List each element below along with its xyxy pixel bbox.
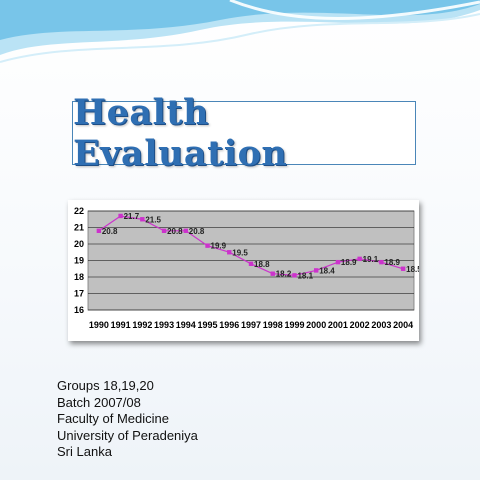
data-label: 18.9: [384, 258, 400, 267]
data-label: 19.9: [211, 242, 227, 251]
data-point: [292, 273, 297, 278]
y-tick-label: 18: [74, 272, 84, 282]
y-tick-label: 19: [74, 256, 84, 266]
data-label: 19.1: [363, 255, 379, 264]
wave-highlight-white: [229, 0, 480, 20]
data-point: [118, 213, 123, 219]
wave-band-front: [0, 0, 480, 40]
x-tick-label: 1991: [111, 320, 131, 330]
data-label: 18.8: [254, 260, 270, 269]
data-point: [270, 271, 275, 276]
data-label: 20.8: [167, 227, 183, 236]
y-tick-label: 21: [74, 223, 84, 233]
x-tick-label: 1996: [219, 320, 239, 330]
y-tick-label: 22: [74, 206, 84, 216]
data-point: [161, 228, 167, 233]
data-label: 21.5: [145, 215, 161, 224]
data-label: 18.9: [341, 258, 357, 267]
data-point: [314, 268, 319, 273]
info-line-university: University of Peradeniya: [57, 427, 198, 443]
x-tick-label: 1994: [176, 320, 196, 330]
info-line-groups: Groups 18,19,20: [57, 378, 154, 393]
x-tick-label: 1997: [241, 320, 261, 330]
y-tick-label: 17: [74, 289, 84, 299]
slide-title: Health Evaluation: [73, 92, 288, 174]
info-line-country: Sri Lanka: [57, 444, 112, 459]
data-label: 21.7: [124, 212, 140, 221]
data-point: [140, 217, 145, 222]
info-line-faculty: Faculty of Medicine: [57, 411, 169, 426]
wave-highlight: [0, 13, 480, 63]
info-block: Groups 18,19,20 Batch 2007/08 Faculty of…: [57, 378, 198, 461]
x-tick-label: 2002: [350, 320, 370, 330]
data-point: [335, 259, 341, 265]
x-tick-label: 2004: [393, 320, 413, 330]
data-point: [400, 266, 406, 271]
x-tick-label: 1995: [198, 320, 218, 330]
x-tick-label: 2003: [371, 320, 391, 330]
y-tick-label: 16: [74, 305, 84, 315]
title-box: Health Evaluation: [72, 92, 416, 174]
data-point: [379, 259, 384, 265]
data-point: [205, 243, 210, 248]
data-point: [248, 261, 254, 266]
data-label: 18.1: [297, 271, 313, 280]
data-point: [96, 228, 102, 233]
data-label: 18.2: [276, 270, 292, 279]
data-label: 20.8: [189, 227, 205, 236]
x-tick-label: 2001: [328, 320, 348, 330]
data-label: 18.4: [319, 266, 335, 275]
x-tick-label: 1998: [263, 320, 283, 330]
decorative-wave-header: [0, 0, 480, 63]
data-label: 19.5: [232, 248, 248, 257]
data-label: 18.5: [406, 265, 419, 274]
info-line-batch: Batch 2007/08: [57, 394, 141, 410]
data-label: 20.8: [102, 227, 118, 236]
data-point: [183, 228, 188, 233]
line-chart: 16 17 18 19 20 21 22 1990 1991 1992 1993 1994 1995 19…: [68, 200, 419, 341]
x-tick-label: 1990: [89, 320, 109, 330]
data-point: [357, 256, 362, 262]
x-tick-label: 1993: [154, 320, 174, 330]
x-tick-label: 1999: [284, 320, 304, 330]
x-tick-label: 1992: [132, 320, 152, 330]
x-tick-label: 2000: [306, 320, 326, 330]
data-point: [227, 250, 232, 255]
y-tick-label: 20: [74, 239, 84, 249]
